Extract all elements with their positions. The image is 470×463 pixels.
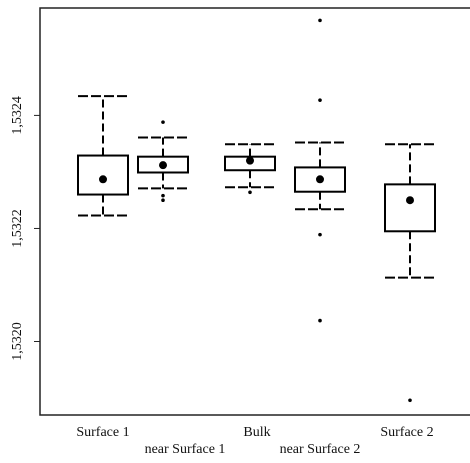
outlier: [318, 18, 322, 23]
y-tick-label: 1,5320: [10, 322, 25, 361]
box: [384, 183, 436, 233]
x-tick-label: near Surface 1: [145, 442, 226, 457]
y-tick-label: 1,5324: [10, 96, 25, 134]
outlier: [408, 398, 412, 403]
median: [159, 161, 167, 170]
plot-frame: [39, 7, 470, 416]
box: [294, 166, 346, 193]
x-tick-label: near Surface 2: [280, 442, 361, 457]
outlier: [318, 98, 322, 102]
outlier: [248, 190, 252, 195]
x-tick-label: Surface 2: [380, 425, 433, 440]
median: [246, 156, 254, 165]
median: [316, 175, 324, 184]
box: [77, 154, 129, 196]
median: [406, 196, 414, 205]
x-tick-label: Surface 1: [76, 425, 129, 440]
outlier: [161, 120, 165, 124]
y-tick-label: 1,5322: [10, 209, 25, 248]
median: [99, 175, 107, 184]
outlier: [318, 318, 322, 323]
outlier: [161, 193, 165, 198]
outlier: [161, 198, 165, 202]
outlier: [318, 232, 322, 237]
x-tick-label: Bulk: [243, 425, 270, 440]
